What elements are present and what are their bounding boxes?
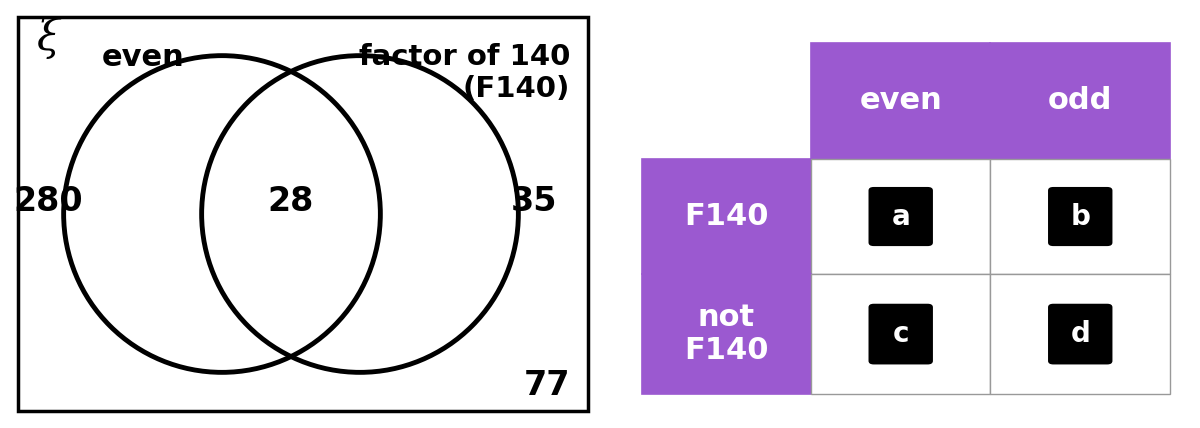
Text: 280: 280: [13, 184, 83, 218]
Text: 28: 28: [268, 184, 314, 218]
Text: factor of 140
(F140): factor of 140 (F140): [359, 43, 570, 103]
FancyBboxPatch shape: [1048, 187, 1112, 246]
Bar: [642, 159, 811, 274]
Bar: [990, 159, 1170, 274]
Bar: [990, 43, 1170, 159]
Text: even: even: [859, 86, 942, 115]
Bar: [990, 274, 1170, 394]
Text: a: a: [892, 202, 910, 231]
Text: 77: 77: [523, 369, 570, 402]
Text: b: b: [1070, 202, 1090, 231]
Text: 35: 35: [511, 184, 558, 218]
Text: not
F140: not F140: [684, 303, 769, 366]
FancyBboxPatch shape: [869, 304, 932, 365]
FancyBboxPatch shape: [869, 187, 932, 246]
FancyBboxPatch shape: [1048, 304, 1112, 365]
Bar: [811, 43, 990, 159]
Bar: [811, 274, 990, 394]
Bar: [642, 43, 811, 159]
Text: odd: odd: [1048, 86, 1112, 115]
Text: ξ: ξ: [36, 17, 59, 59]
Text: F140: F140: [684, 202, 769, 231]
Bar: [642, 274, 811, 394]
Text: even: even: [102, 43, 184, 72]
Text: c: c: [893, 320, 908, 348]
Text: d: d: [1070, 320, 1090, 348]
Bar: [811, 159, 990, 274]
